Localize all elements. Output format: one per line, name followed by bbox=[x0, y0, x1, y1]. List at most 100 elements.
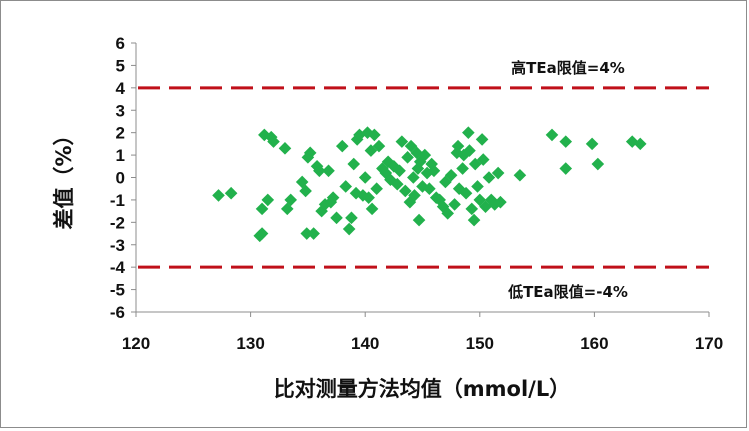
data-point bbox=[468, 157, 482, 171]
data-point bbox=[482, 171, 496, 184]
data-point bbox=[416, 180, 429, 193]
data-point bbox=[364, 144, 378, 157]
data-point bbox=[390, 177, 404, 191]
data-point bbox=[322, 164, 335, 178]
data-point bbox=[384, 173, 397, 187]
data-point bbox=[401, 151, 414, 164]
data-point bbox=[452, 182, 466, 196]
y-tick-label: 0 bbox=[116, 169, 125, 188]
y-tick-label: -2 bbox=[110, 213, 125, 232]
data-point bbox=[335, 139, 349, 153]
x-axis-ticks: 120 130 140 150 160 170 bbox=[122, 312, 723, 353]
lower-limit-label: 低TEa限值=-4% bbox=[507, 283, 628, 301]
x-tick-label: 140 bbox=[351, 334, 379, 353]
data-point bbox=[559, 162, 573, 175]
data-point bbox=[425, 157, 438, 171]
data-point bbox=[284, 193, 298, 207]
data-point bbox=[339, 180, 353, 193]
data-point bbox=[399, 184, 412, 198]
y-tick-label: -4 bbox=[110, 258, 126, 277]
data-point bbox=[473, 193, 487, 207]
y-tick-label: -3 bbox=[110, 236, 125, 255]
data-point bbox=[301, 151, 315, 164]
data-point bbox=[465, 202, 479, 216]
data-point bbox=[513, 168, 527, 182]
data-point bbox=[324, 195, 338, 209]
data-point bbox=[381, 155, 395, 169]
y-tick-label: 2 bbox=[116, 124, 125, 143]
data-point bbox=[491, 166, 505, 180]
data-point bbox=[356, 189, 370, 202]
data-point bbox=[212, 189, 225, 202]
data-point bbox=[412, 213, 426, 227]
y-tick-label: -6 bbox=[110, 303, 125, 322]
y-tick-label: 5 bbox=[116, 56, 125, 75]
data-point bbox=[444, 168, 458, 182]
data-point bbox=[462, 126, 475, 139]
x-tick-label: 150 bbox=[466, 334, 494, 353]
data-point bbox=[372, 139, 386, 153]
upper-limit-label: 高TEa限值=4% bbox=[511, 59, 625, 77]
y-tick-label: 6 bbox=[116, 34, 125, 53]
data-point bbox=[427, 164, 441, 178]
y-tick-label: -1 bbox=[110, 191, 125, 210]
data-point bbox=[342, 222, 356, 236]
data-point bbox=[451, 139, 465, 153]
data-point bbox=[299, 184, 312, 198]
data-point bbox=[313, 164, 326, 178]
y-tick-label: 4 bbox=[116, 79, 126, 98]
x-tick-label: 160 bbox=[580, 334, 608, 353]
data-point bbox=[456, 162, 469, 175]
data-point bbox=[224, 186, 238, 200]
data-point bbox=[278, 142, 292, 155]
data-point bbox=[625, 135, 639, 148]
data-point bbox=[358, 171, 372, 184]
data-point bbox=[585, 137, 599, 151]
data-point bbox=[347, 157, 361, 171]
data-point bbox=[494, 195, 507, 209]
data-point bbox=[403, 195, 417, 209]
data-point bbox=[476, 153, 490, 166]
data-point bbox=[267, 135, 280, 148]
data-point bbox=[307, 227, 320, 240]
data-point bbox=[368, 128, 381, 142]
data-point bbox=[353, 128, 366, 142]
reference-lines: 高TEa限值=4% 低TEa限值=-4% bbox=[138, 59, 709, 301]
data-point bbox=[475, 133, 489, 146]
data-point bbox=[303, 146, 317, 160]
data-point bbox=[423, 182, 436, 196]
data-point bbox=[467, 213, 481, 227]
data-point bbox=[326, 191, 340, 204]
x-tick-label: 130 bbox=[236, 334, 264, 353]
x-tick-label: 170 bbox=[695, 334, 723, 353]
y-axis-ticks: -6 -5 -4 -3 -2 -1 0 1 2 3 4 5 6 bbox=[110, 34, 136, 322]
data-point bbox=[330, 211, 343, 225]
data-point bbox=[463, 144, 476, 157]
data-point bbox=[418, 148, 432, 162]
data-point bbox=[591, 157, 605, 171]
y-tick-label: 1 bbox=[116, 146, 125, 165]
data-point bbox=[362, 191, 375, 204]
x-axis-title: 比对测量方法均值（mmol/L） bbox=[274, 377, 570, 401]
data-point bbox=[407, 171, 420, 184]
data-point bbox=[349, 186, 363, 200]
data-point bbox=[258, 128, 271, 142]
data-point bbox=[411, 162, 425, 175]
data-point bbox=[459, 186, 473, 200]
data-point bbox=[345, 211, 358, 225]
data-point bbox=[318, 198, 332, 211]
data-point bbox=[471, 180, 484, 193]
data-point bbox=[261, 193, 275, 207]
y-tick-label: 3 bbox=[116, 101, 125, 120]
data-point bbox=[255, 227, 269, 240]
data-point bbox=[370, 182, 383, 196]
data-point bbox=[633, 137, 647, 151]
data-point bbox=[255, 202, 269, 216]
data-point bbox=[365, 202, 379, 216]
y-tick-label: -5 bbox=[110, 281, 125, 300]
data-point bbox=[436, 200, 450, 213]
data-point bbox=[408, 189, 421, 202]
data-point bbox=[300, 227, 314, 240]
data-point bbox=[441, 207, 455, 220]
